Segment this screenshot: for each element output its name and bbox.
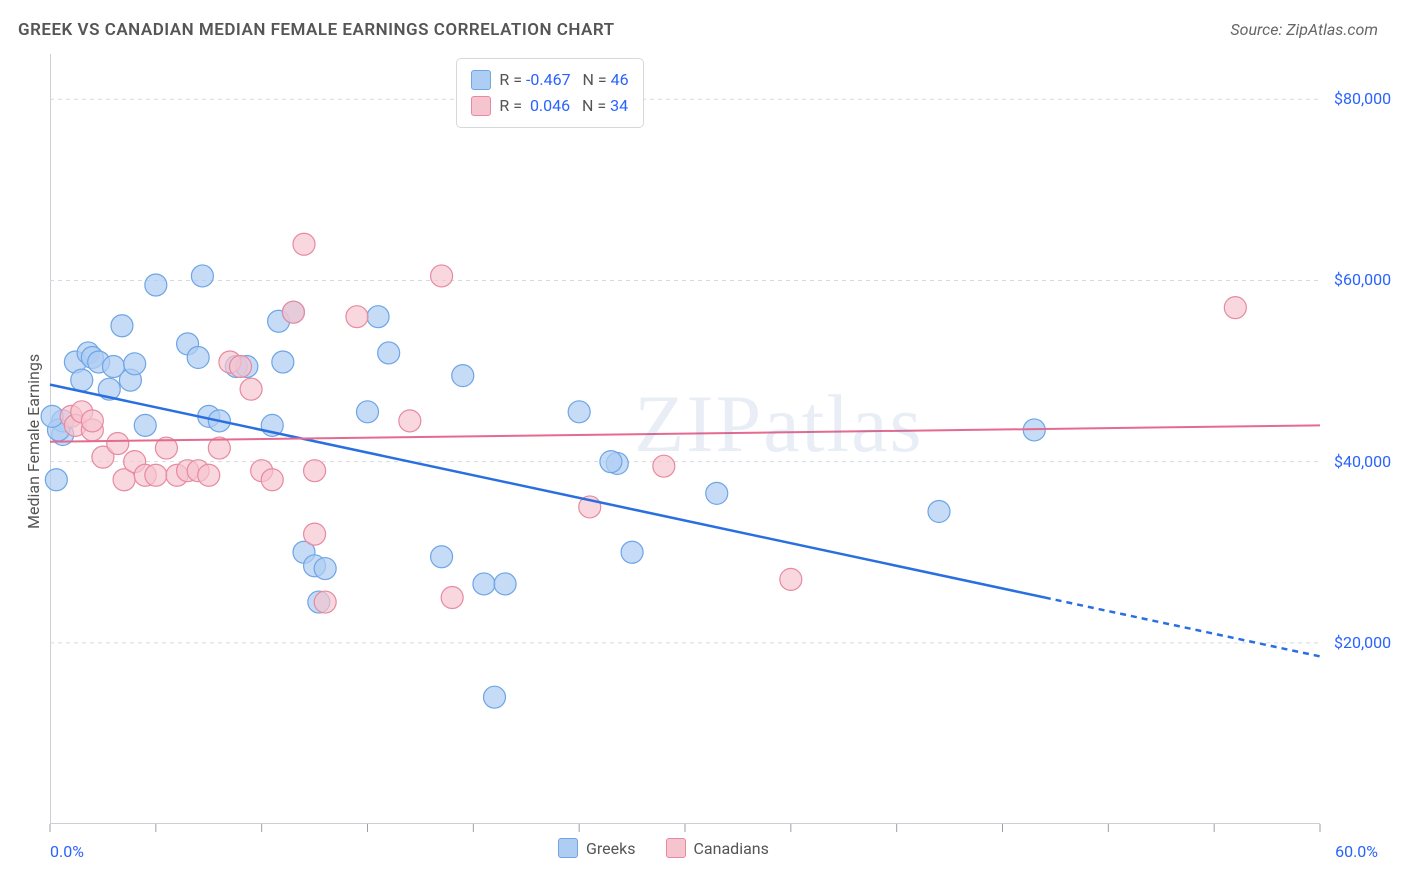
series-legend: Greeks Canadians [558, 838, 769, 858]
legend-stats-greeks: R = -0.467 N = 46 [499, 67, 628, 93]
canadians-point [145, 464, 167, 486]
canadians-trendline [50, 425, 1320, 441]
canadians-point [780, 568, 802, 590]
canadians-swatch-bottom [666, 838, 686, 858]
series-legend-greeks: Greeks [558, 838, 636, 858]
greeks-point [314, 558, 336, 580]
greeks-point [191, 265, 213, 287]
greeks-point [145, 274, 167, 296]
greeks-point [45, 469, 67, 491]
legend-stats-canadians: R = 0.046 N = 34 [499, 93, 628, 119]
canadians-point [107, 433, 129, 455]
greeks-point [928, 500, 950, 522]
canadians-point [346, 306, 368, 328]
greeks-point [111, 315, 133, 337]
greeks-point [484, 686, 506, 708]
legend-row-canadians: R = 0.046 N = 34 [471, 93, 628, 119]
canadians-point [230, 356, 252, 378]
chart-canvas [0, 0, 1406, 892]
x-axis-start-label: 0.0% [50, 842, 84, 861]
canadians-point [198, 464, 220, 486]
y-axis-label: Median Female Earnings [24, 354, 43, 529]
correlation-legend: R = -0.467 N = 46R = 0.046 N = 34 [456, 58, 643, 128]
canadians-point [261, 469, 283, 491]
canadians-point [304, 523, 326, 545]
y-tick-label: $60,000 [1334, 270, 1391, 289]
greeks-point [452, 365, 474, 387]
canadians-point [81, 410, 103, 432]
canadians-point [653, 455, 675, 477]
y-tick-label: $80,000 [1334, 89, 1391, 108]
greeks-point [473, 573, 495, 595]
greeks-point [272, 351, 294, 373]
series-legend-label-canadians: Canadians [694, 839, 769, 858]
greeks-swatch-bottom [558, 838, 578, 858]
greeks-point [431, 546, 453, 568]
greeks-point [621, 541, 643, 563]
canadians-point [431, 265, 453, 287]
greeks-point [494, 573, 516, 595]
series-legend-label-greeks: Greeks [586, 839, 636, 858]
greeks-point [357, 401, 379, 423]
greeks-point [367, 306, 389, 328]
greeks-point [600, 451, 622, 473]
canadians-point [441, 587, 463, 609]
canadians-swatch [471, 96, 491, 116]
y-tick-label: $20,000 [1334, 633, 1391, 652]
series-legend-canadians: Canadians [666, 838, 769, 858]
greeks-point [706, 482, 728, 504]
greeks-point [378, 342, 400, 364]
x-axis-end-label: 60.0% [1335, 842, 1378, 861]
canadians-point [1224, 297, 1246, 319]
canadians-point [282, 301, 304, 323]
greeks-trendline-extrap [1045, 598, 1320, 657]
canadians-point [314, 591, 336, 613]
greeks-point [124, 353, 146, 375]
greeks-point [187, 346, 209, 368]
greeks-trendline [50, 385, 1045, 598]
greeks-swatch [471, 70, 491, 90]
canadians-point [304, 460, 326, 482]
greeks-point [568, 401, 590, 423]
legend-row-greeks: R = -0.467 N = 46 [471, 67, 628, 93]
greeks-point [134, 414, 156, 436]
canadians-point [399, 410, 421, 432]
canadians-point [240, 378, 262, 400]
canadians-point [293, 233, 315, 255]
greeks-point [71, 369, 93, 391]
y-tick-label: $40,000 [1334, 452, 1391, 471]
